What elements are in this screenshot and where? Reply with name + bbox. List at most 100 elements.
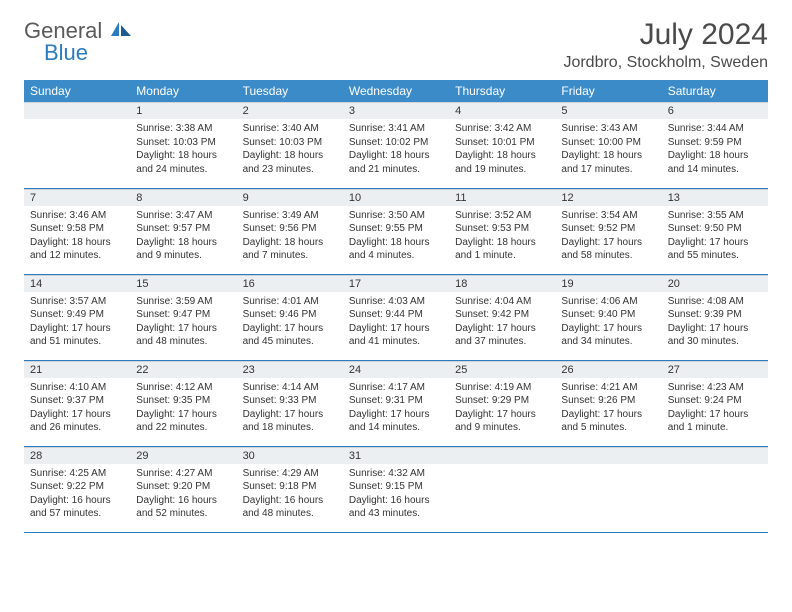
day-details: Sunrise: 3:59 AMSunset: 9:47 PMDaylight:… — [130, 292, 236, 354]
day-details: Sunrise: 3:52 AMSunset: 9:53 PMDaylight:… — [449, 206, 555, 268]
calendar-header: SundayMondayTuesdayWednesdayThursdayFrid… — [24, 80, 768, 102]
calendar-day-cell: 14Sunrise: 3:57 AMSunset: 9:49 PMDayligh… — [24, 274, 130, 360]
day-number: 13 — [662, 189, 768, 206]
day-details: Sunrise: 3:55 AMSunset: 9:50 PMDaylight:… — [662, 206, 768, 268]
day-number — [449, 447, 555, 464]
calendar-day-cell: 5Sunrise: 3:43 AMSunset: 10:00 PMDayligh… — [555, 102, 661, 188]
day-number: 9 — [237, 189, 343, 206]
weekday-header: Wednesday — [343, 80, 449, 102]
day-details: Sunrise: 4:04 AMSunset: 9:42 PMDaylight:… — [449, 292, 555, 354]
day-details: Sunrise: 3:43 AMSunset: 10:00 PMDaylight… — [555, 119, 661, 181]
day-number: 19 — [555, 275, 661, 292]
calendar-day-cell: 9Sunrise: 3:49 AMSunset: 9:56 PMDaylight… — [237, 188, 343, 274]
day-details: Sunrise: 3:46 AMSunset: 9:58 PMDaylight:… — [24, 206, 130, 268]
calendar-day-cell: 16Sunrise: 4:01 AMSunset: 9:46 PMDayligh… — [237, 274, 343, 360]
day-details: Sunrise: 3:40 AMSunset: 10:03 PMDaylight… — [237, 119, 343, 181]
calendar-day-cell: 2Sunrise: 3:40 AMSunset: 10:03 PMDayligh… — [237, 102, 343, 188]
day-number: 23 — [237, 361, 343, 378]
brand-word2: Blue — [44, 40, 133, 66]
calendar-day-cell: 20Sunrise: 4:08 AMSunset: 9:39 PMDayligh… — [662, 274, 768, 360]
calendar-day-cell: 24Sunrise: 4:17 AMSunset: 9:31 PMDayligh… — [343, 360, 449, 446]
day-number: 2 — [237, 102, 343, 119]
calendar-day-cell: 30Sunrise: 4:29 AMSunset: 9:18 PMDayligh… — [237, 446, 343, 532]
day-details: Sunrise: 4:21 AMSunset: 9:26 PMDaylight:… — [555, 378, 661, 440]
calendar-day-cell: 21Sunrise: 4:10 AMSunset: 9:37 PMDayligh… — [24, 360, 130, 446]
calendar-day-cell: 28Sunrise: 4:25 AMSunset: 9:22 PMDayligh… — [24, 446, 130, 532]
calendar-table: SundayMondayTuesdayWednesdayThursdayFrid… — [24, 80, 768, 533]
calendar-day-cell — [662, 446, 768, 532]
calendar-day-cell: 17Sunrise: 4:03 AMSunset: 9:44 PMDayligh… — [343, 274, 449, 360]
calendar-day-cell: 15Sunrise: 3:59 AMSunset: 9:47 PMDayligh… — [130, 274, 236, 360]
calendar-week-row: 7Sunrise: 3:46 AMSunset: 9:58 PMDaylight… — [24, 188, 768, 274]
day-details: Sunrise: 4:32 AMSunset: 9:15 PMDaylight:… — [343, 464, 449, 526]
calendar-day-cell: 29Sunrise: 4:27 AMSunset: 9:20 PMDayligh… — [130, 446, 236, 532]
calendar-week-row: 14Sunrise: 3:57 AMSunset: 9:49 PMDayligh… — [24, 274, 768, 360]
day-number: 20 — [662, 275, 768, 292]
day-number: 4 — [449, 102, 555, 119]
day-number: 8 — [130, 189, 236, 206]
day-details: Sunrise: 3:54 AMSunset: 9:52 PMDaylight:… — [555, 206, 661, 268]
day-details: Sunrise: 4:23 AMSunset: 9:24 PMDaylight:… — [662, 378, 768, 440]
day-number: 14 — [24, 275, 130, 292]
calendar-week-row: 28Sunrise: 4:25 AMSunset: 9:22 PMDayligh… — [24, 446, 768, 532]
location-label: Jordbro, Stockholm, Sweden — [563, 54, 768, 72]
day-number: 5 — [555, 102, 661, 119]
calendar-day-cell — [449, 446, 555, 532]
day-details: Sunrise: 4:17 AMSunset: 9:31 PMDaylight:… — [343, 378, 449, 440]
day-details: Sunrise: 4:25 AMSunset: 9:22 PMDaylight:… — [24, 464, 130, 526]
day-number: 27 — [662, 361, 768, 378]
calendar-day-cell — [24, 102, 130, 188]
calendar-day-cell: 13Sunrise: 3:55 AMSunset: 9:50 PMDayligh… — [662, 188, 768, 274]
day-details: Sunrise: 3:50 AMSunset: 9:55 PMDaylight:… — [343, 206, 449, 268]
day-number: 28 — [24, 447, 130, 464]
weekday-header: Sunday — [24, 80, 130, 102]
day-number: 15 — [130, 275, 236, 292]
day-details: Sunrise: 3:38 AMSunset: 10:03 PMDaylight… — [130, 119, 236, 181]
weekday-header: Thursday — [449, 80, 555, 102]
day-number: 12 — [555, 189, 661, 206]
calendar-body: 1Sunrise: 3:38 AMSunset: 10:03 PMDayligh… — [24, 102, 768, 532]
calendar-day-cell: 23Sunrise: 4:14 AMSunset: 9:33 PMDayligh… — [237, 360, 343, 446]
day-number: 18 — [449, 275, 555, 292]
day-details: Sunrise: 3:42 AMSunset: 10:01 PMDaylight… — [449, 119, 555, 181]
calendar-day-cell — [555, 446, 661, 532]
title-block: July 2024 Jordbro, Stockholm, Sweden — [563, 18, 768, 72]
brand-logo: General Blue — [24, 18, 133, 66]
calendar-day-cell: 25Sunrise: 4:19 AMSunset: 9:29 PMDayligh… — [449, 360, 555, 446]
day-details: Sunrise: 4:10 AMSunset: 9:37 PMDaylight:… — [24, 378, 130, 440]
calendar-day-cell: 10Sunrise: 3:50 AMSunset: 9:55 PMDayligh… — [343, 188, 449, 274]
day-number: 10 — [343, 189, 449, 206]
day-details: Sunrise: 4:14 AMSunset: 9:33 PMDaylight:… — [237, 378, 343, 440]
day-number: 11 — [449, 189, 555, 206]
day-number: 25 — [449, 361, 555, 378]
calendar-day-cell: 18Sunrise: 4:04 AMSunset: 9:42 PMDayligh… — [449, 274, 555, 360]
day-number: 16 — [237, 275, 343, 292]
calendar-day-cell: 26Sunrise: 4:21 AMSunset: 9:26 PMDayligh… — [555, 360, 661, 446]
calendar-day-cell: 31Sunrise: 4:32 AMSunset: 9:15 PMDayligh… — [343, 446, 449, 532]
day-details: Sunrise: 4:19 AMSunset: 9:29 PMDaylight:… — [449, 378, 555, 440]
weekday-header: Tuesday — [237, 80, 343, 102]
day-details: Sunrise: 3:47 AMSunset: 9:57 PMDaylight:… — [130, 206, 236, 268]
day-number: 17 — [343, 275, 449, 292]
day-details: Sunrise: 4:27 AMSunset: 9:20 PMDaylight:… — [130, 464, 236, 526]
day-number: 7 — [24, 189, 130, 206]
weekday-header: Friday — [555, 80, 661, 102]
weekday-header: Monday — [130, 80, 236, 102]
day-number: 24 — [343, 361, 449, 378]
calendar-day-cell: 6Sunrise: 3:44 AMSunset: 9:59 PMDaylight… — [662, 102, 768, 188]
day-number — [24, 102, 130, 119]
calendar-day-cell: 7Sunrise: 3:46 AMSunset: 9:58 PMDaylight… — [24, 188, 130, 274]
weekday-header: Saturday — [662, 80, 768, 102]
day-number — [662, 447, 768, 464]
day-details: Sunrise: 4:03 AMSunset: 9:44 PMDaylight:… — [343, 292, 449, 354]
calendar-day-cell: 8Sunrise: 3:47 AMSunset: 9:57 PMDaylight… — [130, 188, 236, 274]
day-details: Sunrise: 3:44 AMSunset: 9:59 PMDaylight:… — [662, 119, 768, 181]
calendar-week-row: 1Sunrise: 3:38 AMSunset: 10:03 PMDayligh… — [24, 102, 768, 188]
calendar-day-cell: 22Sunrise: 4:12 AMSunset: 9:35 PMDayligh… — [130, 360, 236, 446]
sail-icon — [109, 20, 133, 38]
day-details: Sunrise: 3:49 AMSunset: 9:56 PMDaylight:… — [237, 206, 343, 268]
calendar-day-cell: 3Sunrise: 3:41 AMSunset: 10:02 PMDayligh… — [343, 102, 449, 188]
day-details: Sunrise: 3:57 AMSunset: 9:49 PMDaylight:… — [24, 292, 130, 354]
day-number: 22 — [130, 361, 236, 378]
calendar-day-cell: 19Sunrise: 4:06 AMSunset: 9:40 PMDayligh… — [555, 274, 661, 360]
